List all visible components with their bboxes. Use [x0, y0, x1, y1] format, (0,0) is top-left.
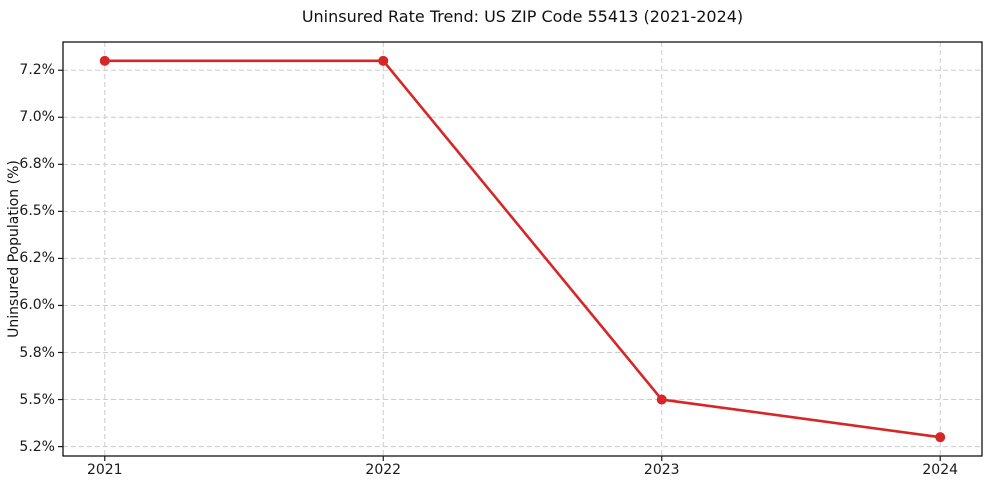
y-tick-label: 5.5%: [19, 391, 55, 408]
y-tick-label: 5.8%: [19, 344, 55, 361]
data-point-marker: [935, 432, 946, 443]
x-tick-label: 2021: [86, 462, 123, 478]
x-tick-label: 2022: [365, 462, 402, 478]
y-tick-label: 7.0%: [19, 109, 55, 126]
axes-border: [62, 41, 983, 457]
data-point-marker: [656, 394, 667, 405]
y-tick-label: 6.5%: [19, 203, 55, 220]
y-tick-label: 5.2%: [19, 438, 55, 455]
y-tick-label: 6.2%: [19, 250, 55, 267]
y-tick-label: 6.0%: [19, 297, 55, 314]
data-line: [103, 59, 942, 439]
data-point-marker: [378, 55, 389, 66]
x-tick-label: 2024: [922, 462, 959, 478]
chart-title: Uninsured Rate Trend: US ZIP Code 55413 …: [301, 7, 744, 26]
x-tick-label: 2023: [643, 462, 680, 478]
data-point-marker: [99, 55, 110, 66]
y-tick-label: 6.8%: [19, 156, 55, 173]
y-tick-label: 7.2%: [19, 62, 55, 79]
